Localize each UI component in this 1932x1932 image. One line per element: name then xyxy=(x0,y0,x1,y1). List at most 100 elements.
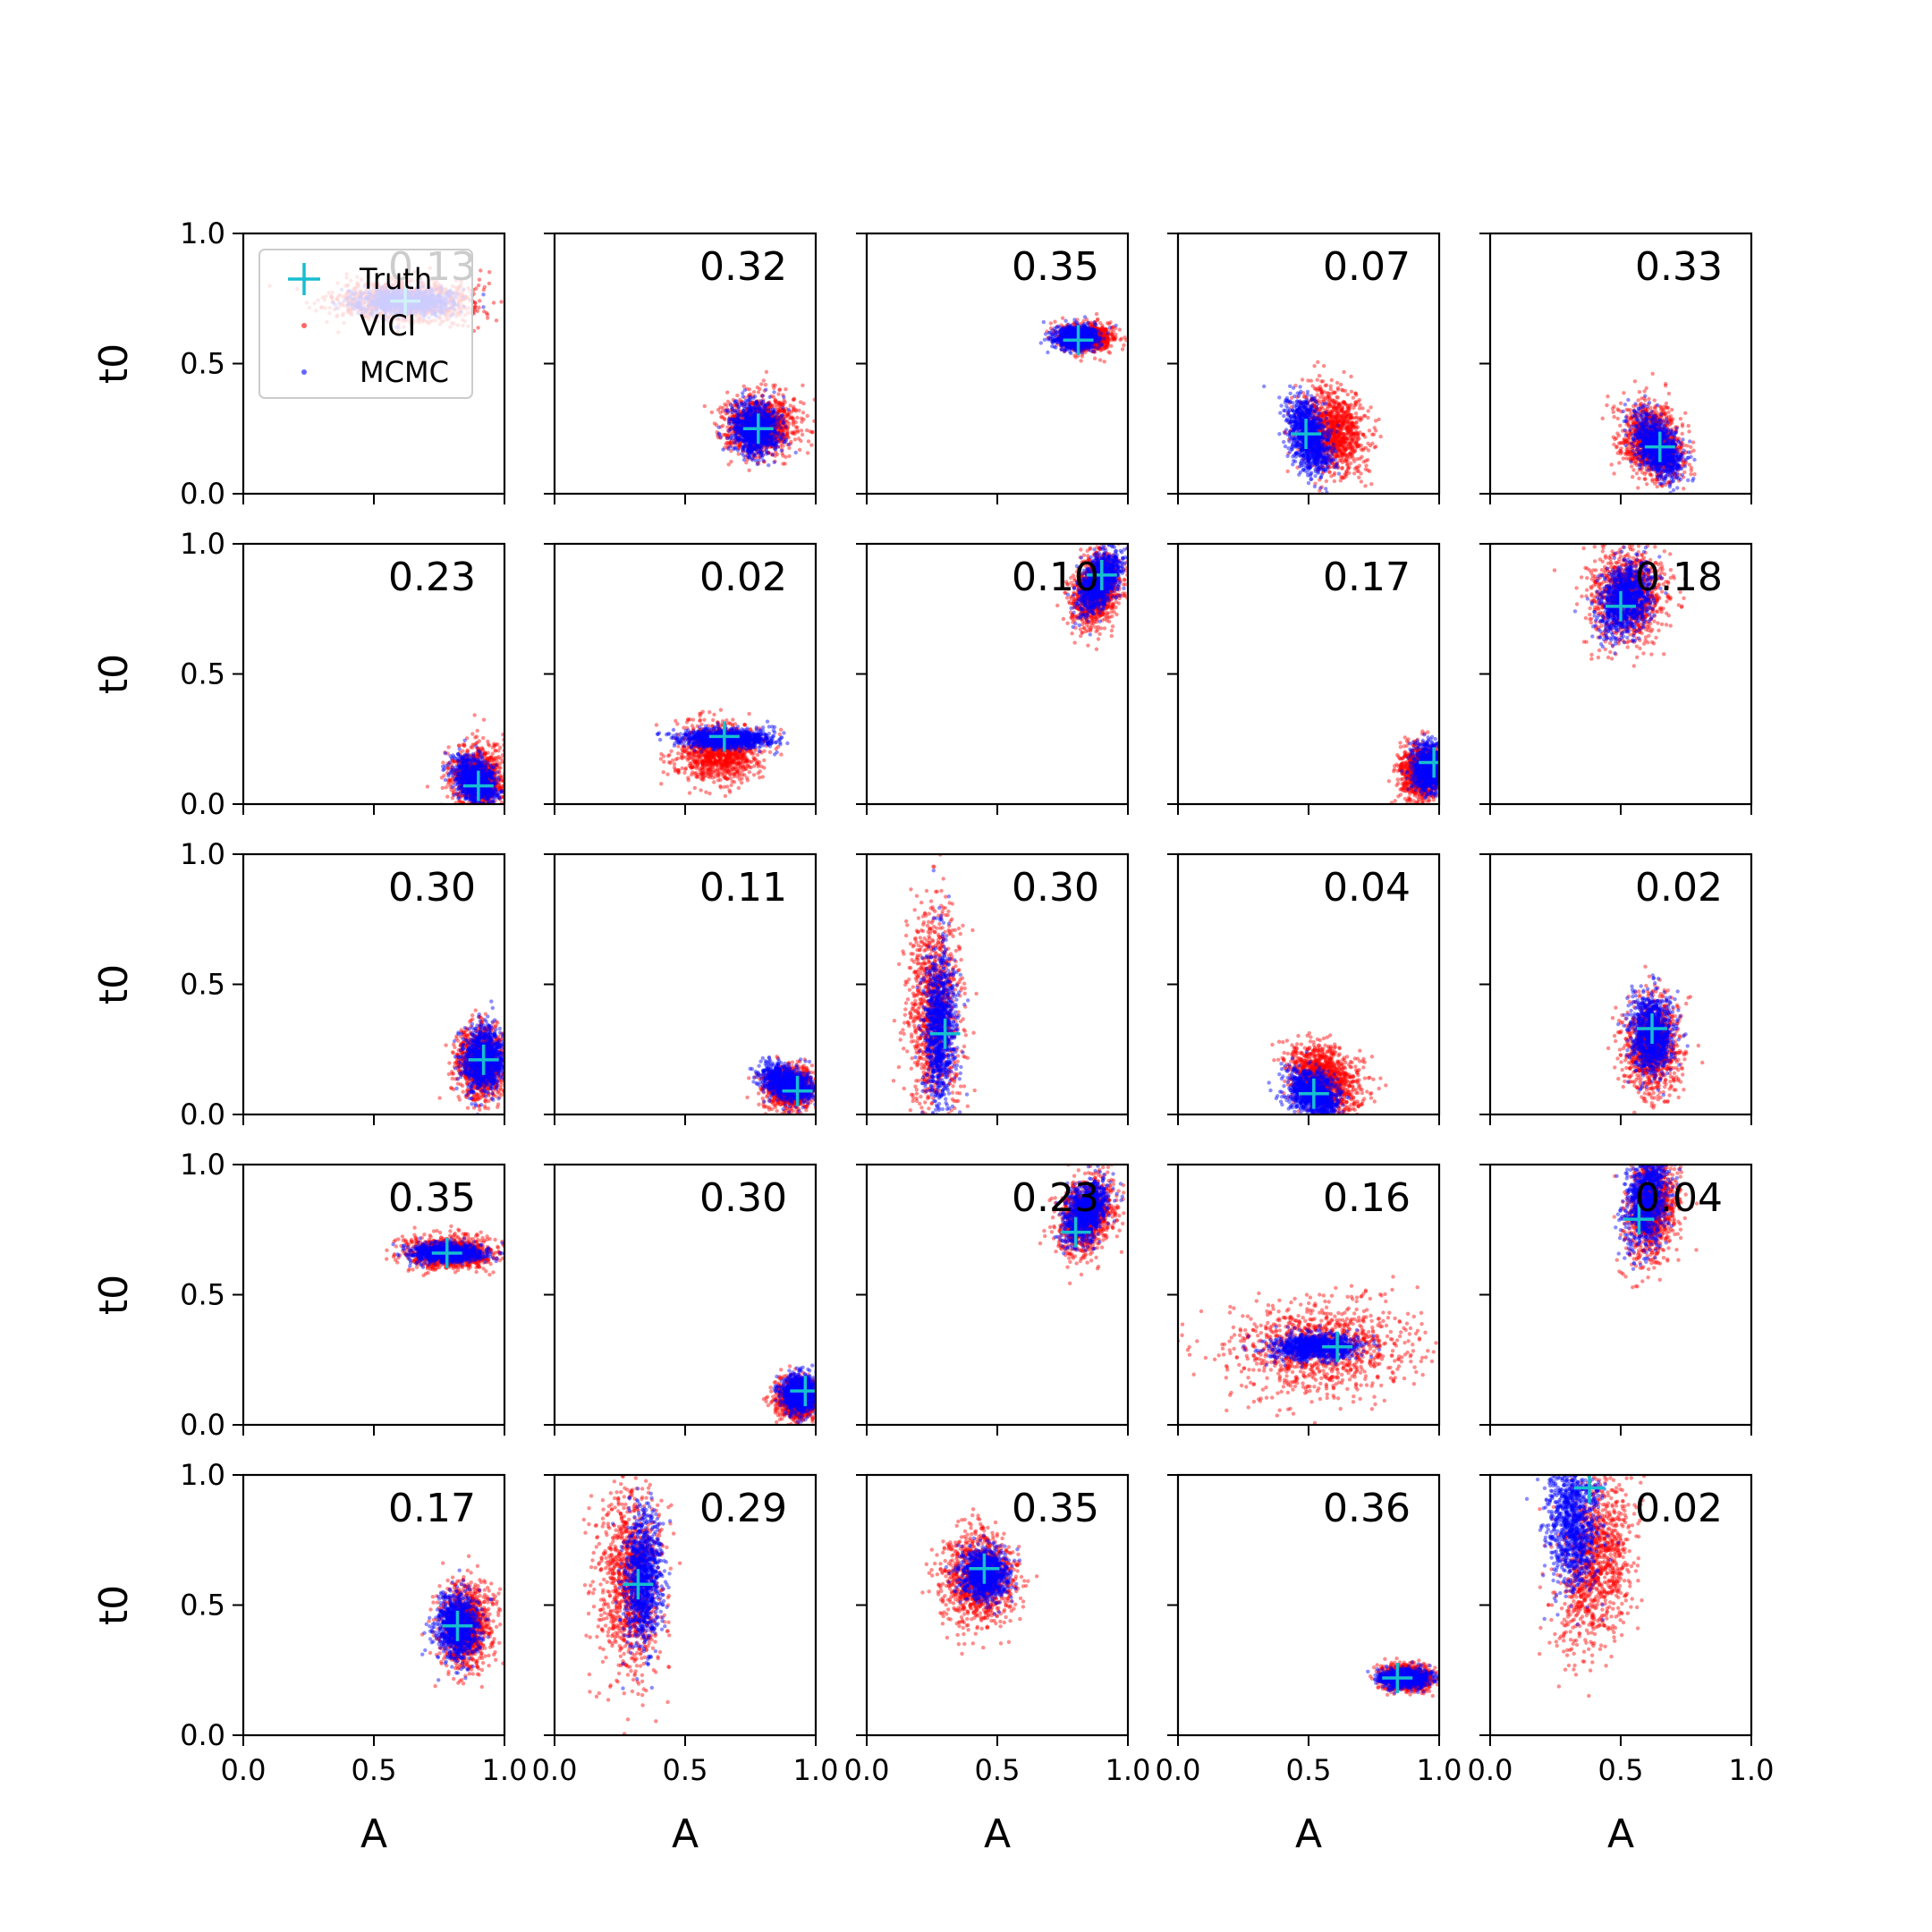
vici-point xyxy=(767,440,772,445)
mcmc-point xyxy=(752,422,757,428)
vici-point xyxy=(773,453,777,458)
vici-point xyxy=(761,414,766,419)
vici-point xyxy=(758,401,763,405)
vici-point xyxy=(753,419,758,424)
vici-point xyxy=(766,451,771,455)
vici-point xyxy=(775,400,781,405)
vici-point xyxy=(746,432,750,436)
mcmc-point xyxy=(768,429,773,435)
vici-point xyxy=(765,402,769,406)
vici-point xyxy=(764,404,768,409)
vici-point xyxy=(783,462,787,466)
vici-point xyxy=(780,435,784,439)
mcmc-point xyxy=(748,404,753,409)
vici-point xyxy=(766,414,770,419)
vici-point xyxy=(750,400,755,405)
mcmc-point xyxy=(773,415,777,420)
mcmc-point xyxy=(731,417,735,421)
vici-point xyxy=(778,445,783,449)
vici-point xyxy=(787,409,792,414)
mcmc-point xyxy=(728,402,733,407)
vici-point xyxy=(755,399,759,403)
mcmc-point xyxy=(721,447,725,452)
mcmc-point xyxy=(747,436,752,440)
vici-point xyxy=(788,403,792,408)
vici-point xyxy=(763,418,767,422)
mcmc-point xyxy=(752,405,757,411)
vici-point xyxy=(744,412,749,418)
mcmc-point xyxy=(763,438,767,444)
vici-point xyxy=(721,433,725,437)
mcmc-point xyxy=(745,411,750,416)
vici-point xyxy=(770,403,775,408)
mcmc-point xyxy=(780,413,784,418)
mcmc-point xyxy=(745,408,750,413)
mcmc-point xyxy=(750,456,755,461)
mcmc-point xyxy=(753,413,758,418)
vici-point xyxy=(760,436,765,441)
vici-point xyxy=(767,415,772,419)
mcmc-point xyxy=(750,418,754,422)
vici-point xyxy=(793,408,798,412)
vici-point xyxy=(798,400,803,404)
vici-point xyxy=(742,430,748,435)
mcmc-point xyxy=(765,429,770,434)
vici-point xyxy=(735,425,741,430)
vici-point xyxy=(789,410,794,414)
vici-point xyxy=(749,444,753,448)
mcmc-point xyxy=(747,406,751,411)
mcmc-point xyxy=(746,438,750,443)
vici-point xyxy=(779,439,784,444)
vici-point xyxy=(750,400,755,405)
vici-point xyxy=(745,445,750,450)
vici-point xyxy=(766,415,770,420)
mcmc-point xyxy=(774,440,779,445)
vici-point xyxy=(746,435,750,439)
mcmc-point xyxy=(746,430,750,435)
mcmc-point xyxy=(758,445,762,450)
vici-point xyxy=(765,417,769,421)
mcmc-point xyxy=(481,305,486,309)
vici-point xyxy=(751,390,757,394)
vici-point xyxy=(725,444,731,448)
vici-point xyxy=(777,387,782,393)
vici-point xyxy=(472,306,477,310)
vici-point xyxy=(775,441,779,445)
vici-point xyxy=(765,438,770,444)
vici-point xyxy=(793,409,798,413)
vici-point xyxy=(764,424,768,428)
vici-point xyxy=(758,430,763,436)
vici-point xyxy=(778,418,784,422)
vici-point xyxy=(720,415,724,419)
vici-point xyxy=(773,423,778,428)
vici-point xyxy=(768,438,774,443)
vici-point xyxy=(782,426,786,430)
vici-point xyxy=(774,419,778,424)
vici-point xyxy=(738,412,743,417)
vici-point xyxy=(741,413,745,418)
vici-point xyxy=(761,443,767,447)
vici-point xyxy=(740,420,744,425)
vici-point xyxy=(748,419,752,425)
vici-point xyxy=(758,408,762,412)
mcmc-point xyxy=(734,430,739,435)
mcmc-point xyxy=(743,419,749,425)
vici-point xyxy=(784,387,788,392)
vici-point xyxy=(768,410,773,415)
vici-point xyxy=(740,417,744,422)
vici-point xyxy=(716,435,721,440)
mcmc-point xyxy=(764,403,768,408)
vici-point xyxy=(730,415,735,419)
vici-point xyxy=(718,436,723,440)
vici-point xyxy=(767,405,771,410)
vici-point xyxy=(792,396,797,401)
vici-point xyxy=(784,414,789,419)
vici-point xyxy=(780,433,785,437)
mcmc-point xyxy=(748,431,752,436)
vici-point xyxy=(754,451,759,455)
vici-point xyxy=(777,438,782,443)
vici-point xyxy=(741,409,747,413)
mcmc-point xyxy=(737,422,742,427)
vici-point xyxy=(765,436,769,441)
vici-point xyxy=(772,441,776,445)
